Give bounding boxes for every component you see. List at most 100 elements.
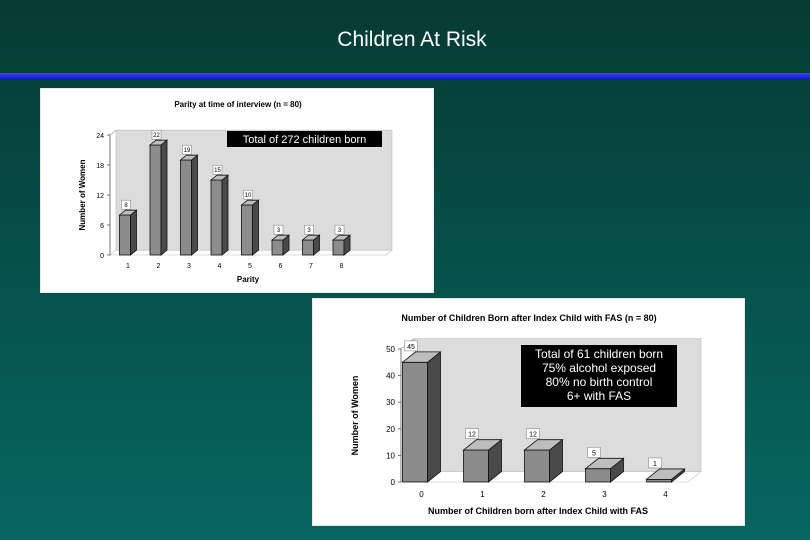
- data-label: 19: [184, 148, 191, 154]
- y-tick-label: 0: [100, 253, 104, 260]
- bar-top: [523, 439, 564, 451]
- data-label-box: [465, 428, 479, 439]
- y-tick-label: 40: [386, 372, 395, 381]
- bar-front: [210, 179, 223, 256]
- y-tick-label: 30: [386, 398, 395, 407]
- annotation-line: 75% alcohol exposed: [542, 361, 656, 375]
- annotation-line: 80% no birth control: [546, 375, 653, 389]
- bar-top: [331, 234, 352, 241]
- bar-side: [252, 199, 259, 256]
- data-label: 45: [407, 344, 415, 351]
- data-label: 3: [338, 228, 342, 234]
- data-label-box: [121, 199, 131, 210]
- data-label-box: [212, 164, 223, 175]
- x-tick-label: 3: [187, 263, 191, 270]
- y-tick-label: 0: [391, 478, 396, 487]
- parity-chart: Parity at time of interview (n = 80)0612…: [78, 100, 393, 284]
- slide-title: Children At Risk: [337, 28, 487, 51]
- x-axis-label: Number of Children born after Index Chil…: [428, 506, 648, 516]
- data-label: 3: [277, 228, 281, 234]
- title-divider: [0, 73, 810, 79]
- bar: [331, 234, 352, 256]
- data-label: 1: [653, 461, 657, 468]
- data-label: 10: [245, 193, 252, 199]
- chart-title: Parity at time of interview (n = 80): [174, 100, 302, 109]
- data-label-box: [587, 447, 601, 458]
- y-axis-label: Number of Women: [350, 376, 360, 456]
- data-label: 15: [214, 168, 221, 174]
- bar-top: [462, 439, 503, 451]
- bar: [523, 438, 564, 483]
- y-axis-depth-line: [109, 129, 117, 136]
- bar-top: [584, 457, 625, 470]
- bar-front: [149, 144, 162, 256]
- y-axis-label: Number of Women: [78, 159, 87, 230]
- x-tick-label: 1: [126, 263, 130, 270]
- bar-front: [524, 449, 550, 483]
- annotation-line: Total of 61 children born: [535, 347, 663, 361]
- bar-front: [271, 239, 284, 256]
- data-label-box: [526, 428, 540, 439]
- bar-side: [221, 174, 229, 256]
- bar: [209, 174, 230, 256]
- children-after-fas-chart: Number of Children Born after Index Chil…: [350, 313, 702, 516]
- bar-top: [118, 209, 138, 216]
- x-tick-label: 2: [157, 263, 161, 270]
- data-label-box: [334, 224, 345, 235]
- bar-front: [332, 239, 345, 256]
- bar: [118, 209, 138, 256]
- bar: [462, 438, 503, 483]
- bar-side: [160, 139, 168, 256]
- x-tick-label: 7: [309, 263, 313, 270]
- bar-front: [463, 449, 489, 483]
- bar-top: [645, 468, 686, 480]
- annotation-box: [227, 131, 382, 147]
- bar-side: [427, 351, 441, 483]
- data-label-box: [404, 340, 418, 352]
- bar-side: [191, 154, 198, 256]
- bar: [270, 234, 291, 256]
- bar: [148, 139, 169, 256]
- bar-front: [302, 239, 314, 256]
- data-label: 3: [307, 228, 311, 234]
- bar-top: [301, 234, 321, 241]
- y-tick-label: 12: [96, 193, 104, 200]
- bar-front: [119, 214, 131, 256]
- data-label: 8: [124, 203, 128, 209]
- x-tick-label: 5: [248, 263, 252, 270]
- bar-top: [179, 154, 199, 161]
- y-tick-label: 24: [96, 133, 104, 140]
- x-tick-label: 4: [663, 490, 668, 499]
- bar-front: [402, 361, 428, 483]
- x-tick-label: 2: [541, 490, 546, 499]
- data-label-box: [151, 129, 162, 140]
- x-tick-label: 6: [279, 263, 283, 270]
- data-label: 12: [529, 432, 537, 439]
- bar: [240, 199, 260, 256]
- data-label: 5: [592, 450, 596, 457]
- annotation-line: 6+ with FAS: [567, 389, 631, 403]
- data-label-box: [648, 457, 662, 469]
- data-label-box: [304, 224, 314, 235]
- x-tick-label: 1: [480, 490, 485, 499]
- bar: [645, 468, 686, 483]
- y-tick-label: 6: [100, 223, 104, 230]
- bar-top: [401, 351, 442, 363]
- bar-front: [585, 468, 611, 483]
- y-tick-label: 20: [386, 425, 395, 434]
- bar-top: [209, 174, 230, 181]
- x-tick-label: 0: [419, 490, 424, 499]
- bar-side: [130, 209, 137, 256]
- data-label-box: [243, 189, 253, 200]
- chart-title: Number of Children Born after Index Chil…: [401, 313, 656, 323]
- y-tick-label: 18: [96, 163, 104, 170]
- bar-front: [180, 159, 192, 256]
- data-label-box: [273, 224, 284, 235]
- bar: [301, 234, 321, 256]
- y-tick-label: 50: [386, 345, 395, 354]
- data-label: 22: [153, 133, 160, 139]
- x-tick-label: 8: [340, 263, 344, 270]
- parity-chart-panel: Parity at time of interview (n = 80) 0 6 12…: [40, 88, 434, 293]
- x-tick-label: 4: [218, 263, 222, 270]
- bar: [179, 154, 199, 256]
